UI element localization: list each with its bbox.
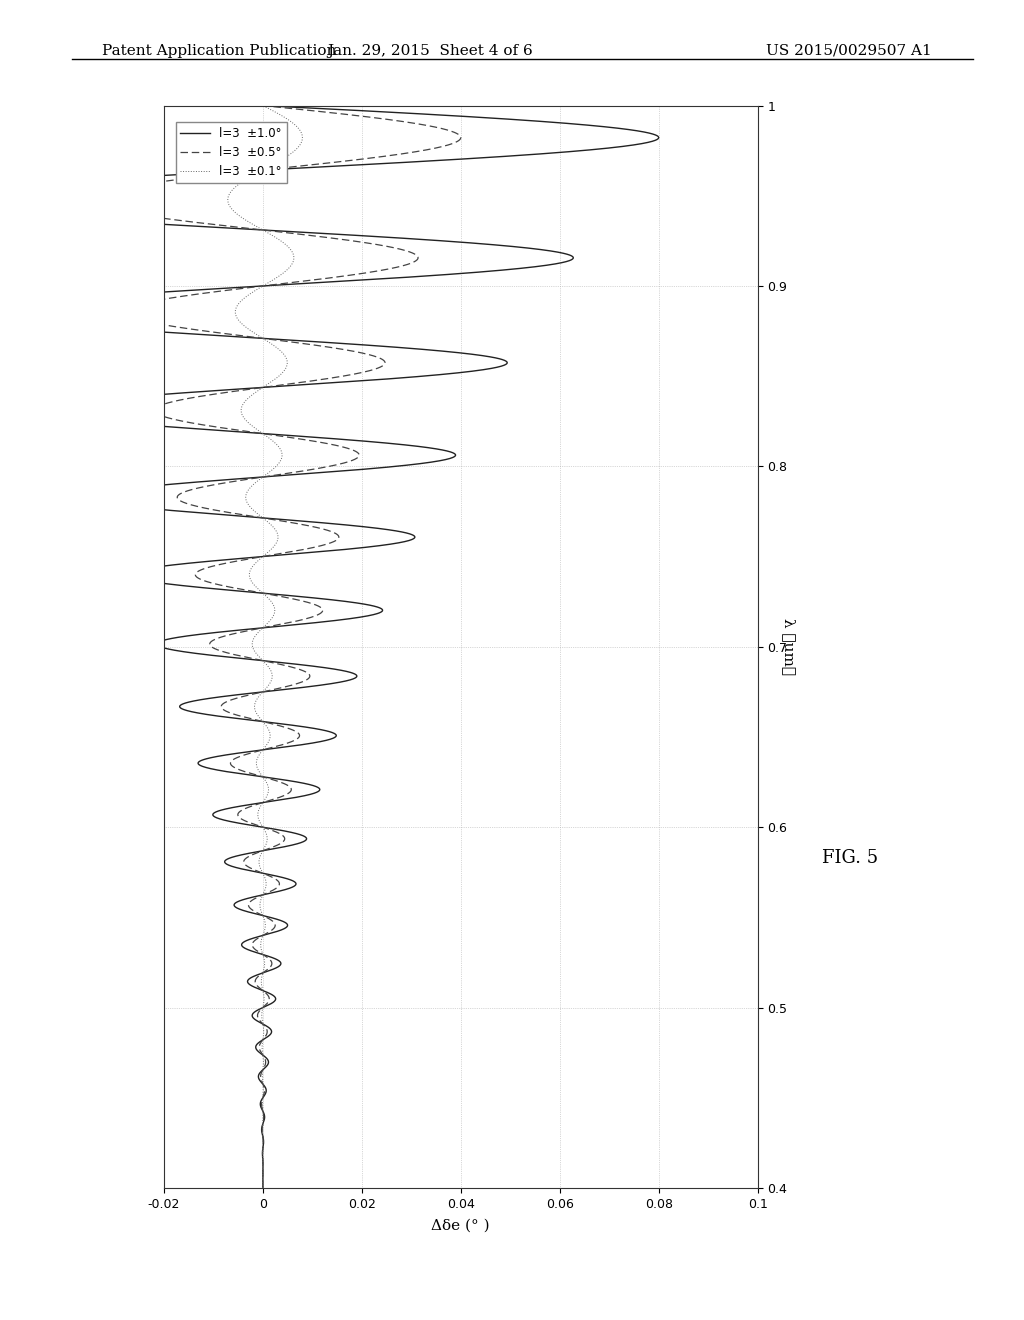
Text: Jan. 29, 2015  Sheet 4 of 6: Jan. 29, 2015 Sheet 4 of 6 bbox=[328, 44, 532, 58]
l=3  ±0.5° bbox=[173, 492, 185, 508]
l=3  ±1.0° bbox=[256, 1126, 268, 1142]
l=3  ±0.5° bbox=[257, 1180, 269, 1196]
Text: Patent Application Publication: Patent Application Publication bbox=[102, 44, 337, 58]
l=3  ±1.0° bbox=[357, 540, 370, 556]
l=3  ±1.0° bbox=[257, 1180, 269, 1196]
l=3  ±1.0° bbox=[286, 378, 298, 393]
l=3  ±1.0° bbox=[95, 319, 108, 335]
l=3  ±1.0° bbox=[296, 788, 308, 804]
Line: l=3  ±0.1°: l=3 ±0.1° bbox=[227, 106, 302, 1188]
Line: l=3  ±1.0°: l=3 ±1.0° bbox=[0, 106, 658, 1188]
l=3  ±0.1° bbox=[257, 98, 269, 114]
Line: l=3  ±0.5°: l=3 ±0.5° bbox=[88, 106, 461, 1188]
l=3  ±0.5° bbox=[271, 378, 284, 393]
l=3  ±0.5° bbox=[307, 540, 319, 556]
l=3  ±0.5° bbox=[276, 788, 289, 804]
l=3  ±0.1° bbox=[257, 1126, 269, 1142]
l=3  ±0.1° bbox=[241, 319, 253, 335]
X-axis label: Δδe (° ): Δδe (° ) bbox=[431, 1220, 490, 1233]
l=3  ±0.1° bbox=[266, 540, 279, 556]
Legend: l=3  ±1.0°, l=3  ±0.5°, l=3  ±0.1°: l=3 ±1.0°, l=3 ±0.5°, l=3 ±0.1° bbox=[176, 123, 287, 182]
l=3  ±1.0° bbox=[90, 492, 102, 508]
l=3  ±0.5° bbox=[257, 98, 269, 114]
l=3  ±0.1° bbox=[261, 788, 273, 804]
Y-axis label: λ （um）: λ （um） bbox=[781, 618, 796, 676]
Text: FIG. 5: FIG. 5 bbox=[822, 849, 878, 867]
l=3  ±0.1° bbox=[259, 378, 271, 393]
l=3  ±1.0° bbox=[257, 98, 269, 114]
l=3  ±0.5° bbox=[256, 1126, 268, 1142]
l=3  ±0.1° bbox=[240, 492, 252, 508]
Text: US 2015/0029507 A1: US 2015/0029507 A1 bbox=[766, 44, 932, 58]
l=3  ±0.1° bbox=[257, 1180, 269, 1196]
l=3  ±0.5° bbox=[176, 319, 188, 335]
